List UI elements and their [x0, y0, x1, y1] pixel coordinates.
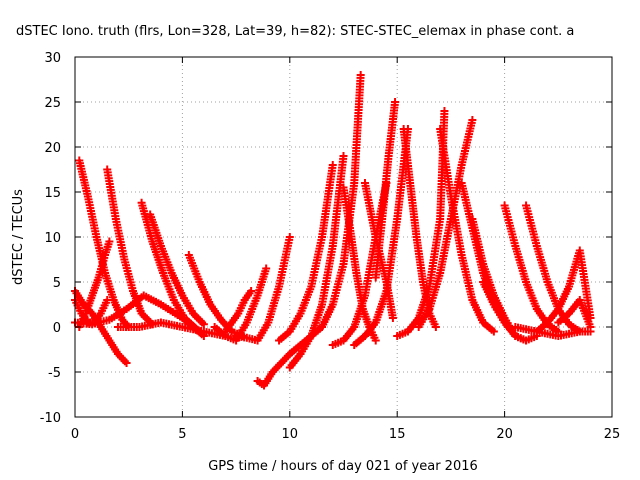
y-tick-label: -5 — [48, 366, 61, 381]
axis-ticks: 0 5 10 15 20 25 -10 -5 0 5 10 15 20 25 30 — [40, 51, 621, 442]
x-tick-label: 20 — [496, 427, 513, 442]
data-point — [586, 327, 595, 336]
series-32 — [532, 246, 595, 336]
data-point — [339, 152, 348, 160]
data-point — [371, 336, 380, 345]
data-point — [356, 71, 365, 79]
data-point — [391, 98, 400, 106]
series-24 — [393, 107, 449, 340]
series-33 — [554, 296, 595, 331]
data-point — [468, 116, 477, 124]
data-point — [262, 264, 271, 273]
data-point — [247, 287, 256, 295]
data-point — [489, 327, 498, 336]
data-point — [122, 359, 131, 367]
series-17 — [307, 71, 365, 340]
series-15 — [275, 161, 337, 345]
y-axis-label: dSTEC / TECUs — [11, 189, 26, 285]
series-13 — [232, 233, 294, 345]
series-10 — [113, 318, 230, 340]
series-8 — [146, 210, 208, 329]
series-2 — [71, 287, 131, 367]
y-tick-label: 30 — [44, 51, 61, 66]
y-tick-label: 15 — [44, 186, 61, 201]
series-19 — [339, 183, 380, 345]
series-22 — [371, 98, 400, 282]
x-tick-label: 10 — [282, 427, 299, 442]
data-point — [285, 233, 294, 241]
x-tick-label: 25 — [604, 427, 621, 442]
series-12 — [221, 287, 256, 336]
data-point — [388, 314, 397, 322]
chart-title: dSTEC Iono. truth (flrs, Lon=328, Lat=39… — [16, 24, 574, 39]
y-tick-label: 0 — [53, 321, 61, 336]
series-5 — [103, 165, 157, 329]
series-26 — [436, 125, 498, 336]
series-27 — [457, 179, 520, 340]
y-tick-label: 5 — [53, 276, 61, 291]
data-point — [328, 161, 337, 169]
data-point — [199, 320, 208, 329]
x-tick-label: 0 — [71, 427, 79, 442]
x-axis-label: GPS time / hours of day 021 of year 2016 — [208, 459, 478, 474]
data-point — [103, 296, 112, 304]
y-tick-label: 20 — [44, 141, 61, 156]
x-tick-label: 5 — [178, 427, 186, 442]
series-34 — [511, 323, 595, 340]
data-point — [440, 107, 449, 115]
y-tick-label: 25 — [44, 96, 61, 111]
series-7 — [137, 198, 204, 336]
x-tick-label: 15 — [389, 427, 406, 442]
y-tick-label: 10 — [44, 231, 61, 246]
data-point — [431, 323, 440, 331]
data-point — [105, 237, 114, 246]
data-series — [71, 71, 595, 390]
y-tick-label: -10 — [40, 411, 61, 426]
